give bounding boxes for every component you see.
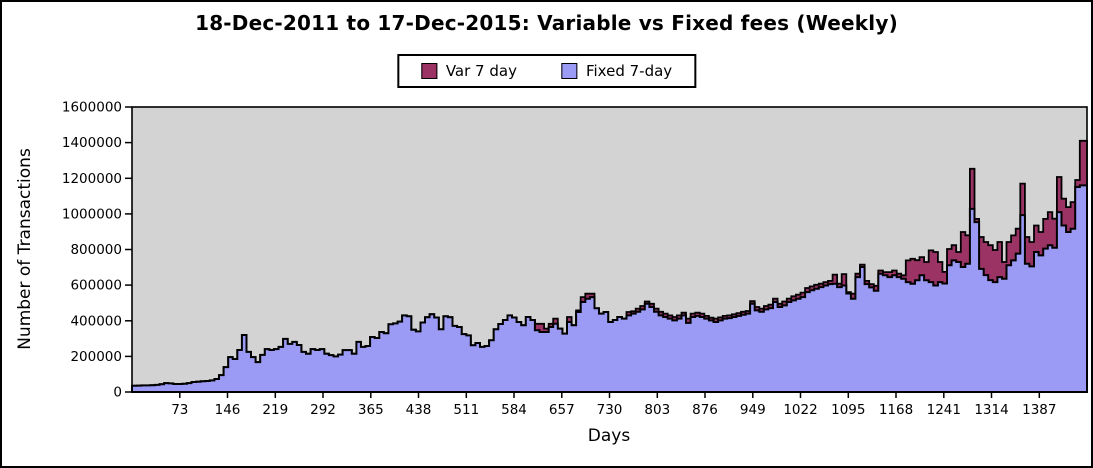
x-tick-label: 219 <box>262 402 288 418</box>
x-tick-label: 1095 <box>831 402 865 418</box>
y-tick-label: 1400000 <box>62 135 122 151</box>
x-tick-label: 657 <box>549 402 575 418</box>
legend-item-var: Var 7 day <box>420 62 517 80</box>
x-tick-label: 949 <box>740 402 766 418</box>
x-tick-label: 1168 <box>879 402 913 418</box>
x-tick-label: 584 <box>501 402 527 418</box>
x-tick-label: 292 <box>310 402 336 418</box>
x-tick-label: 1387 <box>1022 402 1056 418</box>
x-tick-label: 1314 <box>974 402 1008 418</box>
x-axis-title: Days <box>587 426 631 446</box>
legend-swatch-var-icon <box>420 63 437 79</box>
y-tick-label: 600000 <box>70 278 122 294</box>
x-tick-label: 803 <box>644 402 670 418</box>
y-tick-label: 1600000 <box>62 100 122 116</box>
legend-swatch-fixed-icon <box>560 63 577 79</box>
x-tick-label: 511 <box>453 402 479 418</box>
y-tick-label: 1200000 <box>62 171 122 187</box>
legend-label-fixed: Fixed 7-day <box>585 62 673 80</box>
x-tick-label: 1022 <box>783 402 817 418</box>
x-tick-label: 73 <box>171 402 188 418</box>
x-tick-label: 730 <box>597 402 623 418</box>
legend-label-var: Var 7 day <box>445 62 517 80</box>
y-tick-label: 200000 <box>70 349 122 365</box>
fixed-area <box>131 184 1088 393</box>
legend: Var 7 day Fixed 7-day <box>396 54 697 88</box>
chart-title: 18-Dec-2011 to 17-Dec-2015: Variable vs … <box>195 11 898 35</box>
x-tick-label: 876 <box>692 402 718 418</box>
y-tick-label: 400000 <box>70 313 122 329</box>
legend-item-fixed: Fixed 7-day <box>560 62 673 80</box>
y-tick-label: 800000 <box>70 242 122 258</box>
y-tick-label: 0 <box>113 385 122 401</box>
x-tick-label: 146 <box>215 402 241 418</box>
x-tick-label: 1241 <box>927 402 961 418</box>
y-tick-label: 1000000 <box>62 206 122 222</box>
x-tick-label: 438 <box>406 402 432 418</box>
x-tick-label: 365 <box>358 402 384 418</box>
